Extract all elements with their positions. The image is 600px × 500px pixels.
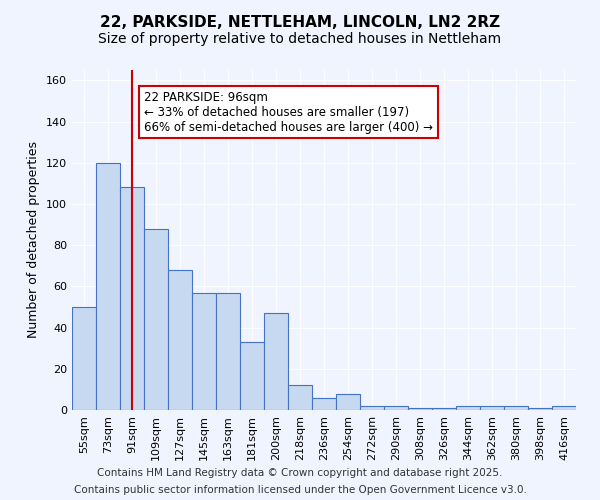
Text: Size of property relative to detached houses in Nettleham: Size of property relative to detached ho…: [98, 32, 502, 46]
Bar: [504, 406, 528, 410]
Bar: [240, 342, 264, 410]
Bar: [432, 408, 456, 410]
Bar: [216, 292, 240, 410]
Bar: [168, 270, 192, 410]
Bar: [528, 408, 552, 410]
Text: Contains public sector information licensed under the Open Government Licence v3: Contains public sector information licen…: [74, 485, 526, 495]
Bar: [192, 292, 216, 410]
Bar: [360, 406, 384, 410]
Text: 22 PARKSIDE: 96sqm
← 33% of detached houses are smaller (197)
66% of semi-detach: 22 PARKSIDE: 96sqm ← 33% of detached hou…: [144, 90, 433, 134]
Text: Contains HM Land Registry data © Crown copyright and database right 2025.: Contains HM Land Registry data © Crown c…: [97, 468, 503, 477]
Bar: [264, 313, 288, 410]
Bar: [408, 408, 432, 410]
Bar: [120, 188, 144, 410]
Bar: [288, 386, 312, 410]
Bar: [72, 307, 96, 410]
Bar: [312, 398, 336, 410]
Text: 22, PARKSIDE, NETTLEHAM, LINCOLN, LN2 2RZ: 22, PARKSIDE, NETTLEHAM, LINCOLN, LN2 2R…: [100, 15, 500, 30]
Bar: [336, 394, 360, 410]
Bar: [144, 228, 168, 410]
Bar: [480, 406, 504, 410]
Y-axis label: Number of detached properties: Number of detached properties: [28, 142, 40, 338]
Bar: [552, 406, 576, 410]
Bar: [96, 162, 120, 410]
Bar: [384, 406, 408, 410]
Bar: [456, 406, 480, 410]
